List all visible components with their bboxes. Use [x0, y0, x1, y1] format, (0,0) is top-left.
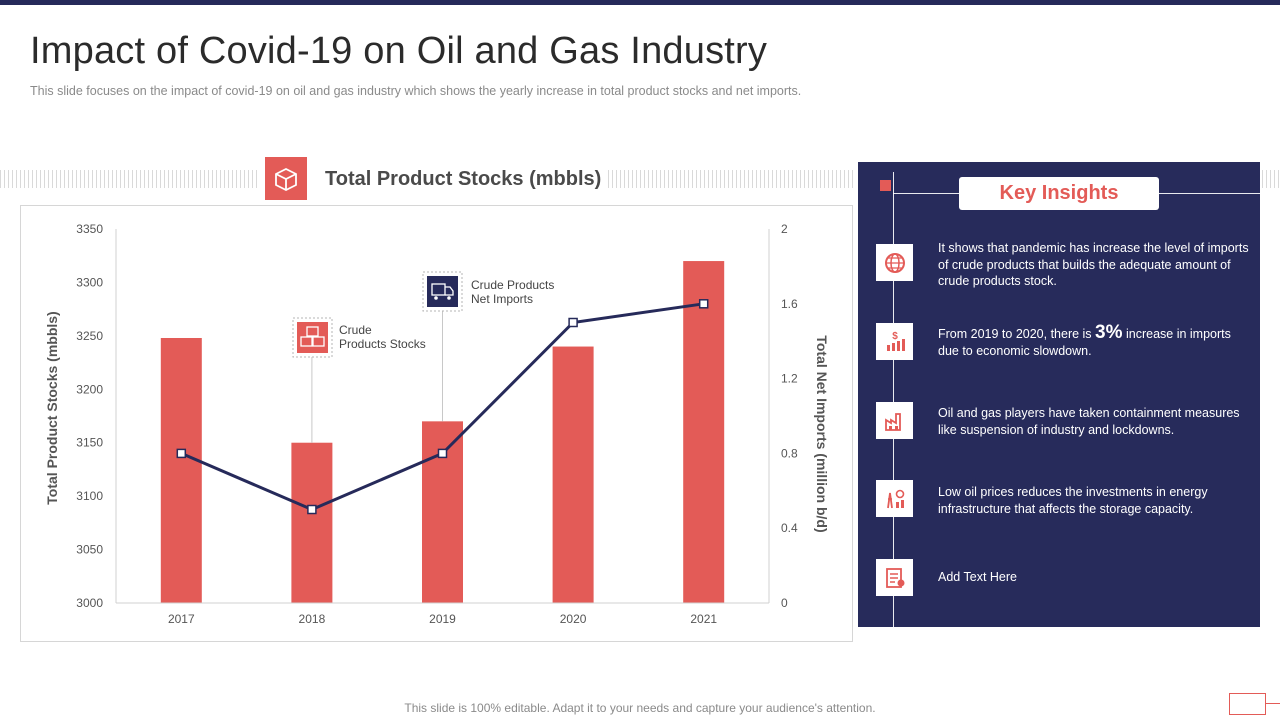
corner-decoration [1229, 693, 1266, 715]
imports-point [437, 448, 448, 459]
bar [160, 337, 202, 603]
imports-callout: Crude Products Net Imports [422, 271, 554, 312]
factory-icon [876, 402, 913, 439]
imports-point [176, 448, 187, 459]
y-tick-label: 3050 [76, 543, 103, 557]
corner-decoration-line [1266, 703, 1280, 704]
bar [422, 421, 463, 603]
y-tick-label: 3000 [76, 596, 103, 610]
key-insights-panel: Key Insights It shows that pandemic has … [858, 162, 1260, 627]
bar [291, 442, 333, 603]
insight-text-3: Oil and gas players have taken containme… [938, 406, 1240, 437]
y-tick-label: 3350 [76, 222, 103, 236]
page-subtitle: This slide focuses on the impact of covi… [30, 84, 802, 98]
insight-text-2-post: increase in imports due to economic slow… [938, 327, 1231, 358]
bar [552, 346, 594, 603]
y-axis-label: Total Product Stocks (mbbls) [44, 311, 60, 504]
decorative-stripes-right [1262, 170, 1280, 188]
insight-text-2-pre: From 2019 to 2020, there is [938, 327, 1096, 341]
y-tick-label: 3200 [76, 382, 103, 396]
y-tick-label: 3250 [76, 329, 103, 343]
money-chart-icon: $ [876, 323, 913, 360]
imports-callout-line1: Crude Products [471, 278, 554, 292]
x-tick-label: 2017 [168, 612, 195, 626]
insight-highlight: 3% [1095, 322, 1123, 343]
box-icon [265, 157, 307, 200]
y2-axis-label: Total Net Imports (million b/d) [814, 335, 830, 532]
insight-text-5: Add Text Here [938, 570, 1017, 584]
y2-tick-label: 1.6 [781, 297, 798, 311]
y-tick-label: 3150 [76, 436, 103, 450]
page-title: Impact of Covid-19 on Oil and Gas Indust… [30, 30, 768, 72]
x-tick-label: 2018 [299, 612, 326, 626]
svg-text:$: $ [892, 331, 898, 342]
y2-tick-label: 0.8 [781, 446, 798, 460]
y-tick-label: 3300 [76, 275, 103, 289]
imports-callout-line2: Net Imports [471, 292, 533, 306]
y2-tick-label: 0.4 [781, 521, 798, 535]
y-tick-label: 3100 [76, 489, 103, 503]
combo-chart: 3000 3050 3100 3150 3200 3250 3300 3350 0 0.4 0.8… [44, 222, 830, 626]
y2-tick-label: 0 [781, 596, 788, 610]
y2-tick-label: 1.2 [781, 372, 798, 386]
panel-marker [880, 180, 891, 191]
boxes-icon [300, 326, 325, 347]
bar [683, 261, 725, 603]
y2-tick-label: 2 [781, 222, 788, 236]
imports-point [568, 317, 578, 328]
insight-text-1: It shows that pandemic has increase the … [938, 241, 1249, 288]
truck-icon [431, 283, 454, 300]
globe-icon [876, 244, 913, 281]
x-tick-label: 2019 [429, 612, 456, 626]
stocks-callout-line2: Products Stocks [339, 337, 426, 351]
imports-point [307, 504, 317, 515]
footer-note: This slide is 100% editable. Adapt it to… [404, 701, 876, 715]
stocks-callout: Crude Products Stocks [292, 317, 426, 358]
panel-divider-vertical [893, 172, 894, 627]
chart-heading: Total Product Stocks (mbbls) [325, 168, 602, 190]
x-tick-label: 2020 [560, 612, 587, 626]
stocks-callout-line1: Crude [339, 323, 372, 337]
key-insights-title: Key Insights [959, 177, 1159, 210]
oil-price-icon [876, 480, 913, 517]
insight-text-4: Low oil prices reduces the investments i… [938, 485, 1208, 516]
imports-point [698, 299, 709, 309]
x-tick-label: 2021 [690, 612, 717, 626]
top-accent-bar [0, 0, 1280, 5]
decorative-stripes-left [0, 170, 258, 188]
chart-frame: 3000 3050 3100 3150 3200 3250 3300 3350 0 0.4 0.8… [20, 205, 853, 642]
insight-text-2: From 2019 to 2020, there is 3% increase … [938, 322, 1253, 359]
document-icon [876, 559, 913, 596]
decorative-stripes-middle [608, 170, 856, 188]
